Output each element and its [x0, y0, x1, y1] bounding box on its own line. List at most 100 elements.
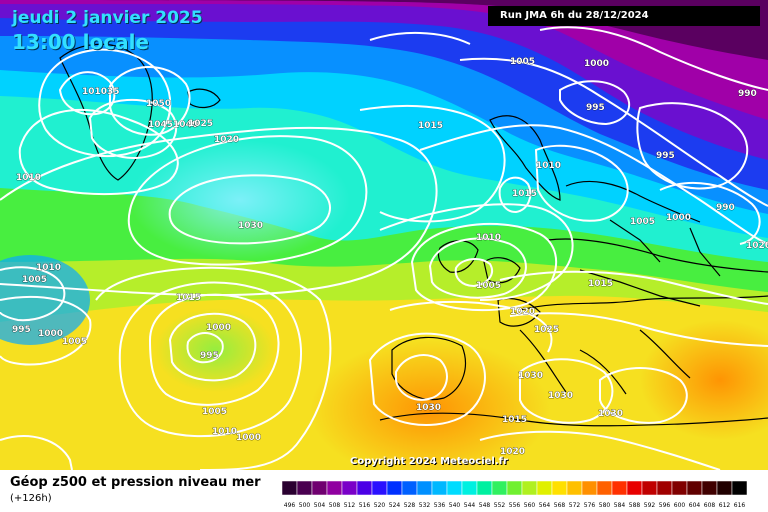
pressure-labels: 101035 1050 10451040 1025 1020 1010 1010…	[12, 57, 768, 458]
legend-swatch	[671, 480, 688, 496]
legend-tick-label: 596	[659, 502, 671, 509]
legend-tick-label: 612	[719, 502, 731, 509]
legend-tick-label: 552	[494, 502, 506, 509]
legend-tick-label: 508	[329, 502, 341, 509]
footer: Géop z500 et pression niveau mer (+126h)…	[0, 470, 768, 512]
legend-swatch	[626, 480, 643, 496]
legend-tick-label: 512	[344, 502, 356, 509]
legend-swatch	[551, 480, 568, 496]
isobar-label: 995	[656, 151, 675, 161]
legend-swatch	[476, 480, 493, 496]
isobar-label: 1010	[476, 233, 501, 243]
legend-tick-label: 588	[629, 502, 641, 509]
isobar-label: 1025	[188, 119, 213, 129]
legend-swatch	[686, 480, 703, 496]
forecast-lead-time: (+126h)	[10, 493, 52, 504]
isobar-label: 1015	[176, 293, 201, 303]
legend-tick-label: 544	[464, 502, 476, 509]
legend-tick-label: 532	[419, 502, 431, 509]
isobar-label: 1000	[666, 213, 691, 223]
isobar-label: 1000	[584, 59, 609, 69]
isobar-label: 1005	[630, 217, 655, 227]
legend-swatch	[341, 480, 358, 496]
isobar-label: 1000	[236, 433, 261, 443]
isobar-label: 995	[200, 351, 219, 361]
isobar-label: 1005	[476, 281, 501, 291]
legend-swatch	[641, 480, 658, 496]
isobar-label: 1015	[588, 279, 613, 289]
legend-swatch	[416, 480, 433, 496]
isobar-label: 101035	[82, 87, 120, 97]
legend-tick-label: 536	[434, 502, 446, 509]
legend-tick-label: 548	[479, 502, 491, 509]
isobar-label: 1020	[214, 135, 239, 145]
legend-tick-label: 584	[614, 502, 626, 509]
legend-swatch	[611, 480, 628, 496]
isobars	[0, 26, 768, 470]
isobar-label: 1030	[548, 391, 573, 401]
isobar-label: 990	[716, 203, 735, 213]
isobar-label: 1030	[238, 221, 263, 231]
legend-tick-label: 572	[569, 502, 581, 509]
isobar-label: 1030	[416, 403, 441, 413]
legend-tick-label: 576	[584, 502, 596, 509]
legend-tick-label: 520	[374, 502, 386, 509]
legend-swatch	[401, 480, 418, 496]
isobar-label: 1000	[206, 323, 231, 333]
legend-swatch	[506, 480, 523, 496]
legend-swatch	[701, 480, 718, 496]
isobar-label: 995	[12, 325, 31, 335]
legend-tick-label: 556	[509, 502, 521, 509]
isobar-label: 1010	[36, 263, 61, 273]
legend-swatch	[521, 480, 538, 496]
isobar-label: 10451040	[148, 120, 198, 130]
color-scale-legend: 496 500 504 508 512 516 520 524 528 532 536 540 544 5…	[282, 480, 748, 509]
legend-swatch	[566, 480, 583, 496]
isobar-label: 1050	[146, 99, 171, 109]
legend-tick-label: 540	[449, 502, 461, 509]
legend-tick-label: 524	[389, 502, 401, 509]
isobar-label: 995	[586, 103, 605, 113]
forecast-time: 13:00 locale	[12, 30, 149, 54]
isobar-label: 1020	[510, 307, 535, 317]
legend-tick-label: 568	[554, 502, 566, 509]
legend-swatch	[311, 480, 328, 496]
isobar-label: 1005	[510, 57, 535, 67]
legend-swatch	[446, 480, 463, 496]
legend-tick-label: 496	[284, 502, 296, 509]
isobar-label: 1005	[62, 337, 87, 347]
map-canvas: 101035 1050 10451040 1025 1020 1010 1010…	[0, 0, 768, 470]
isobar-label: 1025	[534, 325, 559, 335]
isobar-label: 1010	[536, 161, 561, 171]
isobar-label: 1020	[746, 241, 768, 251]
forecast-date: jeudi 2 janvier 2025	[12, 8, 203, 28]
legend-swatch	[731, 480, 748, 496]
copyright-text: Copyright 2024 Meteociel.fr	[350, 456, 508, 467]
legend-swatch	[656, 480, 673, 496]
legend-tick-label: 580	[599, 502, 611, 509]
isobar-label: 1015	[512, 189, 537, 199]
legend-tick-label: 516	[359, 502, 371, 509]
map-title: Géop z500 et pression niveau mer	[10, 475, 261, 490]
isobar-label: 1005	[202, 407, 227, 417]
legend-tick-label: 616	[734, 502, 746, 509]
legend-swatch	[356, 480, 373, 496]
legend-swatch	[461, 480, 478, 496]
legend-tick-label: 608	[704, 502, 716, 509]
legend-swatch	[296, 480, 313, 496]
map: 101035 1050 10451040 1025 1020 1010 1010…	[0, 0, 768, 470]
legend-swatch	[581, 480, 598, 496]
isobar-label: 1000	[38, 329, 63, 339]
model-run-label: Run JMA 6h du 28/12/2024	[488, 6, 760, 26]
geopotential-field	[0, 0, 768, 470]
isobar-label: 1015	[418, 121, 443, 131]
legend-tick-label: 560	[524, 502, 536, 509]
isobar-label: 1030	[598, 409, 623, 419]
isobar-label: 1010	[16, 173, 41, 183]
isobar-label: 1005	[22, 275, 47, 285]
legend-tick-label: 504	[314, 502, 326, 509]
legend-swatch	[326, 480, 343, 496]
legend-swatch	[536, 480, 553, 496]
legend-tick-label: 564	[539, 502, 551, 509]
legend-tick-label: 592	[644, 502, 656, 509]
